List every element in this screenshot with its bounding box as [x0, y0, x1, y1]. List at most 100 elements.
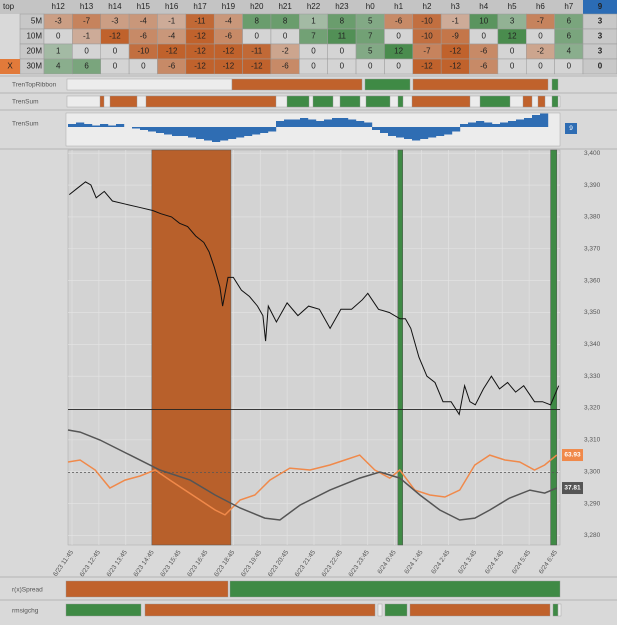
total-header-bg — [583, 0, 617, 14]
ribbon-segment — [412, 78, 549, 91]
row-marker: X — [7, 62, 13, 71]
cell-value: 10 — [479, 17, 488, 26]
histogram-bar — [236, 127, 245, 138]
y-tick-label: 3,340 — [584, 341, 601, 348]
column-header: h22 — [307, 2, 321, 11]
histogram-bar — [148, 127, 157, 132]
y-tick-label: 3,330 — [584, 373, 601, 380]
cell-value: 4 — [56, 62, 61, 71]
histogram-bar — [204, 127, 213, 141]
ribbon-segment — [377, 603, 383, 617]
last-value-label: 37.81 — [564, 485, 581, 492]
histogram-bar — [324, 119, 333, 127]
cell-value: -12 — [109, 32, 121, 41]
header-bg — [0, 0, 617, 14]
histogram-bar — [356, 121, 365, 127]
histogram-bar — [332, 118, 341, 127]
last-value-box — [562, 449, 583, 462]
ribbon-segment — [286, 95, 310, 108]
series-line — [67, 454, 558, 516]
histogram-bar — [428, 127, 437, 138]
ribbon-segment — [99, 95, 105, 108]
histogram-bar — [364, 122, 373, 127]
column-header: h14 — [108, 2, 122, 11]
cell-value: -7 — [537, 17, 545, 26]
y-tick-label: 3,320 — [584, 405, 601, 412]
highlight-band — [397, 149, 403, 546]
histogram-bar — [476, 121, 485, 127]
cell-value: -2 — [537, 47, 545, 56]
histogram-bar — [524, 118, 533, 127]
column-header: h7 — [564, 2, 573, 11]
cell-value: -1 — [83, 32, 91, 41]
ribbon-segment — [551, 78, 559, 91]
cell-value: 1 — [311, 17, 316, 26]
column-header: h12 — [52, 2, 66, 11]
cell-value: -12 — [223, 62, 235, 71]
ribbon-segment — [65, 580, 229, 598]
cell-value: -12 — [223, 47, 235, 56]
panel-label: rmsigchg — [12, 608, 39, 615]
cell-value: -12 — [450, 47, 462, 56]
histogram-bar — [444, 127, 453, 135]
histogram-bar — [180, 127, 189, 136]
cell-value: 0 — [538, 32, 543, 41]
cell-value: 8 — [340, 17, 345, 26]
y-tick-label: 3,290 — [584, 500, 601, 507]
header-corner: top — [3, 2, 15, 11]
histogram-bar — [84, 124, 93, 127]
cell-value: -10 — [421, 17, 433, 26]
column-header: h19 — [222, 2, 236, 11]
histogram-bar — [212, 127, 221, 142]
ribbon-segment — [231, 78, 363, 91]
histogram-bar — [164, 127, 173, 135]
histogram-bar — [484, 122, 493, 127]
histogram-bar — [276, 121, 285, 127]
cell-value: 0 — [396, 32, 401, 41]
ribbon-segment — [66, 78, 233, 91]
cell-value: 0 — [311, 62, 316, 71]
cell-value: -1 — [452, 17, 460, 26]
ribbon-segment — [537, 95, 546, 108]
histogram-bar — [132, 127, 141, 129]
row-label: 10M — [26, 32, 42, 41]
row-label: 5M — [31, 17, 42, 26]
cell-value: -12 — [194, 62, 206, 71]
cell-value: -6 — [480, 47, 488, 56]
histogram-bar — [380, 127, 389, 133]
ribbon-segment — [364, 78, 411, 91]
cell-value: 7 — [311, 32, 316, 41]
histogram-bar — [92, 125, 101, 127]
histogram-bar — [500, 122, 509, 127]
panel-label: TrenTopRibbon — [12, 82, 57, 89]
cell-value: -6 — [225, 32, 233, 41]
histogram-bar — [116, 124, 125, 127]
ribbon-segment — [339, 95, 361, 108]
column-header: h23 — [335, 2, 349, 11]
histogram-bar — [468, 122, 477, 127]
y-tick-label: 3,390 — [584, 182, 601, 189]
ribbon-segment — [384, 603, 408, 617]
cell-value: -2 — [282, 47, 290, 56]
histogram-bar — [372, 127, 381, 130]
last-value-label: 63.93 — [564, 452, 581, 459]
cell-value: 0 — [368, 62, 373, 71]
cell-value: 0 — [84, 47, 89, 56]
histogram-bar — [452, 127, 461, 132]
cell-value: 0 — [567, 62, 572, 71]
panel-label: TrenSum — [12, 121, 39, 128]
histogram-bar — [396, 127, 405, 138]
histogram-bar — [284, 119, 293, 127]
cell-value: -11 — [251, 47, 263, 56]
cell-value: -9 — [452, 32, 460, 41]
total-cell — [582, 58, 617, 75]
histogram-bar — [228, 127, 237, 139]
last-value-box — [562, 482, 583, 495]
histogram-bar — [348, 119, 357, 127]
cell-value: -3 — [111, 17, 119, 26]
y-tick-label: 3,400 — [584, 150, 601, 157]
histogram-bar — [508, 121, 517, 127]
histogram-bar — [412, 127, 421, 141]
histogram-bar — [268, 127, 277, 132]
